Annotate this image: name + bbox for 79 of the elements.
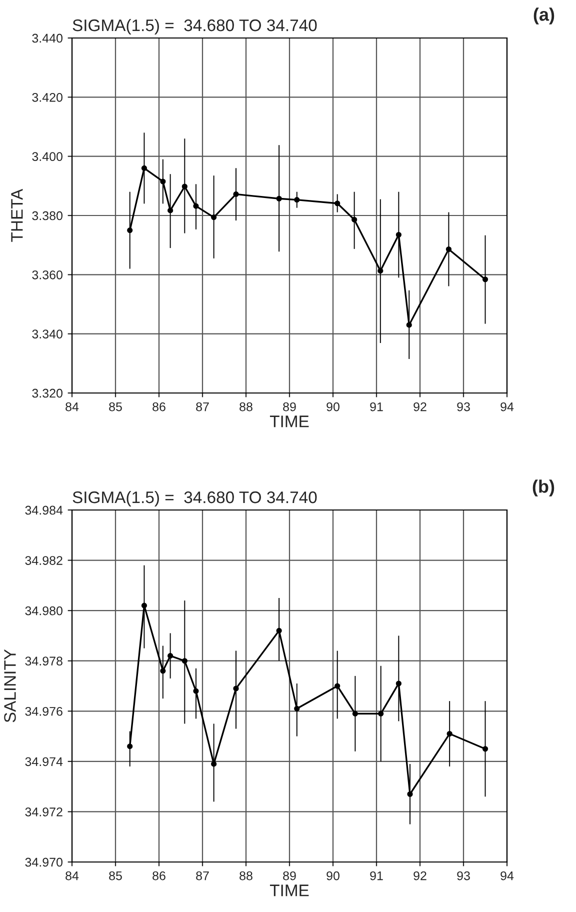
point xyxy=(378,710,384,716)
x-axis-title: TIME xyxy=(270,416,309,428)
x-tick-label: 88 xyxy=(240,871,252,880)
point xyxy=(294,197,300,203)
y-tick-label: 34.978 xyxy=(25,656,62,666)
chart-title: SIGMA(1.5) = 34.680 TO 34.740 xyxy=(72,18,317,35)
point xyxy=(168,208,174,214)
y-tick-label: 3.320 xyxy=(32,388,62,398)
y-tick-label: 34.970 xyxy=(25,858,62,867)
y-tick-label: 3.440 xyxy=(32,34,62,43)
x-tick-label: 89 xyxy=(283,402,296,412)
point xyxy=(406,322,412,328)
point xyxy=(482,276,488,282)
x-tick-label: 93 xyxy=(457,871,470,880)
y-tick-label: 3.420 xyxy=(32,92,62,102)
x-tick-label: 92 xyxy=(414,871,426,880)
point xyxy=(446,246,452,252)
x-tick-label: 90 xyxy=(326,871,340,880)
y-tick-label: 34.984 xyxy=(25,506,63,515)
x-tick-label: 84 xyxy=(66,402,79,412)
point xyxy=(334,683,340,689)
point xyxy=(396,680,402,686)
point xyxy=(233,686,239,692)
point xyxy=(168,653,174,659)
x-tick-label: 86 xyxy=(152,402,166,412)
y-axis-title: SALINITY xyxy=(4,649,16,722)
x-tick-label: 85 xyxy=(109,871,122,880)
point xyxy=(233,191,239,197)
point xyxy=(193,203,199,209)
point xyxy=(211,761,217,767)
x-tick-label: 86 xyxy=(152,871,166,880)
point xyxy=(276,196,282,202)
point xyxy=(141,602,147,608)
y-tick-label: 3.340 xyxy=(32,330,62,338)
x-tick-label: 92 xyxy=(414,402,426,412)
point xyxy=(182,658,188,664)
y-tick-label: 34.976 xyxy=(25,706,62,716)
x-tick-label: 87 xyxy=(196,402,209,412)
point xyxy=(482,746,488,752)
point xyxy=(294,706,300,712)
point xyxy=(127,228,133,234)
chart-title: SIGMA(1.5) = 34.680 TO 34.740 xyxy=(72,490,317,507)
y-tick-label: 3.360 xyxy=(32,270,62,280)
point xyxy=(211,214,217,220)
point xyxy=(193,688,199,694)
point xyxy=(160,178,166,184)
x-tick-label: 90 xyxy=(326,402,340,412)
y-tick-label: 34.982 xyxy=(25,556,62,565)
x-axis-title: TIME xyxy=(270,884,309,896)
x-tick-label: 91 xyxy=(370,871,383,880)
point xyxy=(396,232,402,238)
y-tick-label: 3.400 xyxy=(32,152,62,161)
point xyxy=(446,730,452,737)
text: (b) xyxy=(532,480,554,496)
x-tick-label: 87 xyxy=(196,871,209,880)
x-tick-label: 94 xyxy=(500,402,514,412)
x-tick-label: 89 xyxy=(283,871,296,880)
x-tick-label: 85 xyxy=(109,402,122,412)
x-tick-label: 91 xyxy=(370,402,383,412)
text: (a) xyxy=(534,8,554,24)
point xyxy=(276,628,282,634)
x-tick-label: 94 xyxy=(500,871,514,880)
point xyxy=(378,268,384,274)
y-tick-label: 34.974 xyxy=(25,757,63,766)
point xyxy=(407,791,413,797)
y-axis-title: THETA xyxy=(11,188,23,242)
point xyxy=(160,668,166,674)
point xyxy=(352,710,358,716)
point xyxy=(127,744,133,750)
point xyxy=(182,184,188,190)
x-tick-label: 88 xyxy=(240,402,252,412)
x-tick-label: 84 xyxy=(66,871,79,880)
point xyxy=(141,165,147,171)
y-tick-label: 3.380 xyxy=(32,211,62,220)
y-tick-label: 34.972 xyxy=(25,808,62,816)
point xyxy=(334,200,340,206)
point xyxy=(352,216,358,222)
y-tick-label: 34.980 xyxy=(25,606,62,616)
x-tick-label: 93 xyxy=(457,402,470,412)
